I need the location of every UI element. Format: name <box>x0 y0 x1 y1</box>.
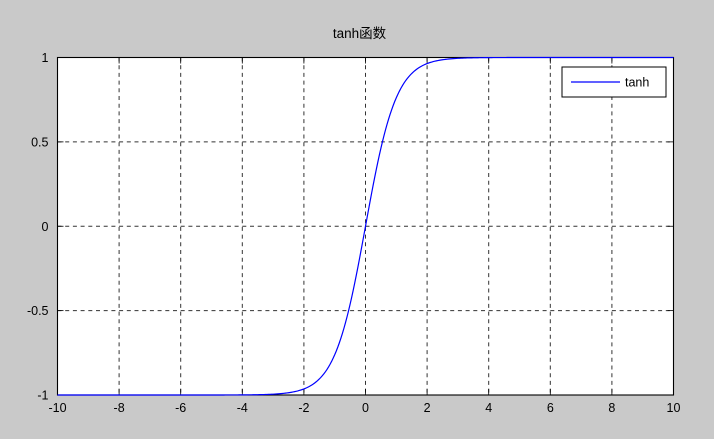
svg-text:-6: -6 <box>175 401 186 415</box>
svg-text:4: 4 <box>485 401 492 415</box>
svg-text:tanh: tanh <box>625 76 649 90</box>
svg-text:-8: -8 <box>114 401 125 415</box>
svg-text:1: 1 <box>42 51 49 65</box>
svg-text:2: 2 <box>424 401 431 415</box>
svg-text:0.5: 0.5 <box>31 135 48 149</box>
svg-text:-0.5: -0.5 <box>27 304 49 318</box>
svg-text:-10: -10 <box>48 401 66 415</box>
svg-text:6: 6 <box>547 401 554 415</box>
svg-text:-1: -1 <box>37 389 48 403</box>
svg-text:0: 0 <box>362 401 369 415</box>
svg-text:10: 10 <box>667 401 681 415</box>
svg-text:tanh函数: tanh函数 <box>333 26 387 41</box>
svg-text:8: 8 <box>608 401 615 415</box>
svg-text:-2: -2 <box>298 401 309 415</box>
svg-text:0: 0 <box>42 220 49 234</box>
svg-text:-4: -4 <box>237 401 248 415</box>
